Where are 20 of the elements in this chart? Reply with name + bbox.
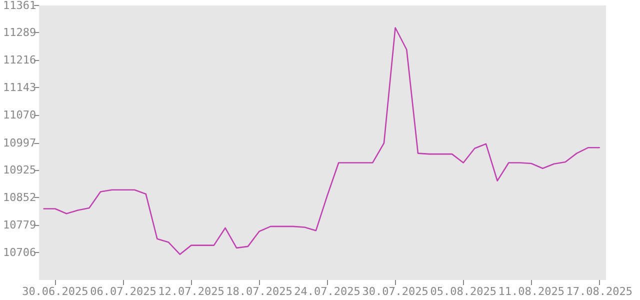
x-tick-label: 24.07.2025 <box>294 285 360 298</box>
x-tick-label: 30.06.2025 <box>22 285 88 298</box>
y-tick-label: 10997 <box>2 136 36 150</box>
y-tick-label: 10852 <box>2 190 36 204</box>
y-tick-label: 11216 <box>2 54 36 67</box>
x-tick-label: 06.07.2025 <box>90 285 156 298</box>
x-tick-label: 12.07.2025 <box>158 285 224 298</box>
y-tick-label: 10779 <box>2 218 36 232</box>
y-tick-label: 11361 <box>2 0 36 12</box>
y-tick-label: 11070 <box>2 108 36 122</box>
x-tick-label: 30.07.2025 <box>362 285 428 298</box>
line-series <box>43 27 600 256</box>
y-tick-label: 11289 <box>2 26 36 40</box>
y-tick-label: 10706 <box>2 246 36 259</box>
x-tick-label: 18.07.2025 <box>226 285 292 298</box>
x-tick-label: 11.08.2025 <box>498 285 564 298</box>
x-tick-label: 17.08.2025 <box>566 285 633 298</box>
x-tick-label: 05.08.2025 <box>430 285 496 298</box>
y-tick-label: 10925 <box>2 163 36 176</box>
y-tick-label: 11143 <box>2 81 36 94</box>
